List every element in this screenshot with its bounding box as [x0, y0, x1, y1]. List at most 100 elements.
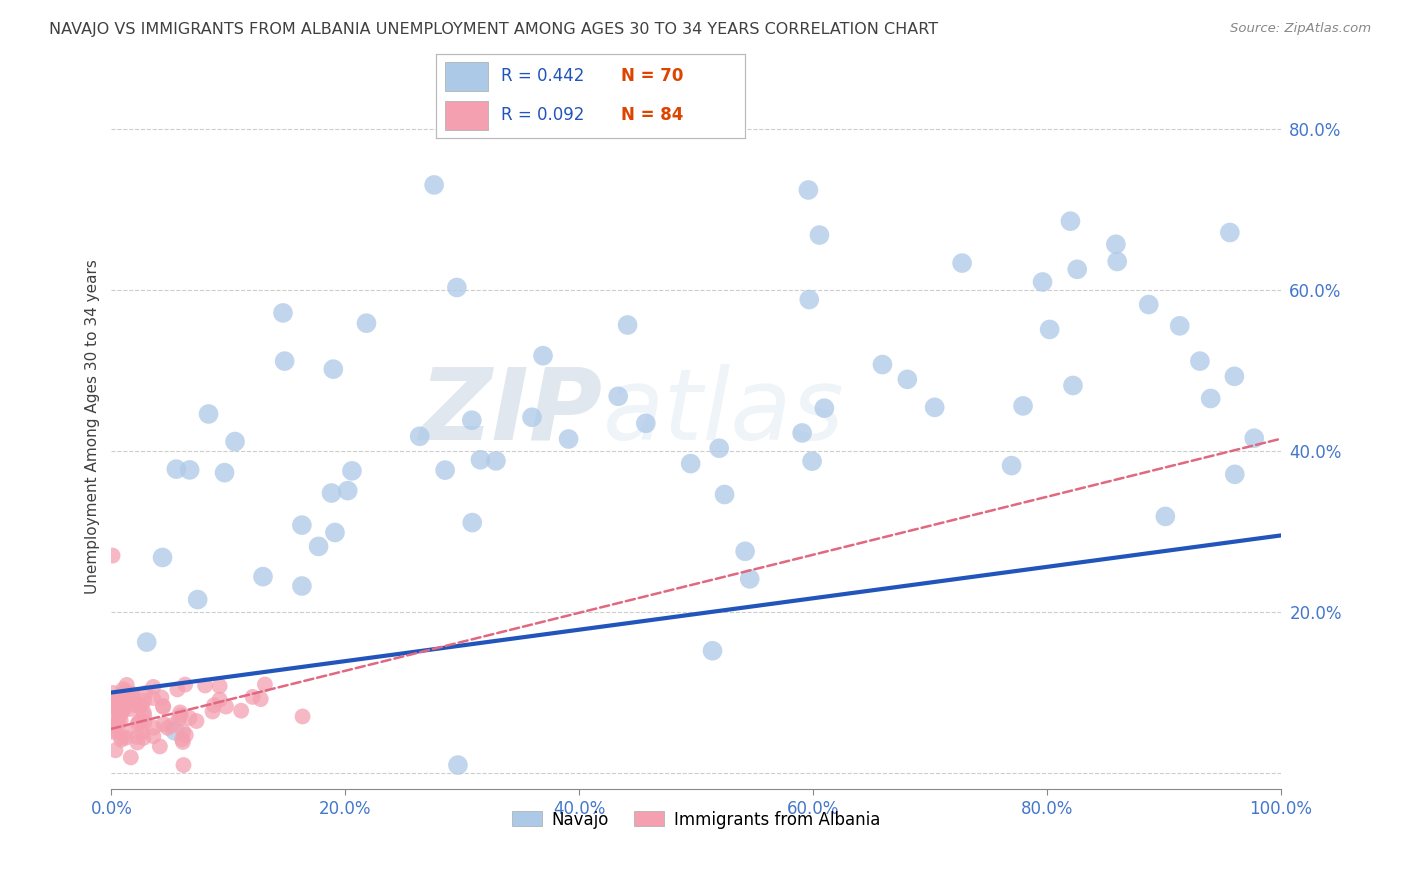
Point	[107, 716, 129, 731]
Point	[713, 487, 735, 501]
Point	[607, 389, 630, 403]
Point	[1219, 226, 1241, 240]
Point	[321, 486, 343, 500]
Point	[872, 358, 894, 372]
Point	[114, 685, 136, 699]
Point	[107, 696, 129, 710]
Point	[470, 452, 492, 467]
Point	[242, 690, 264, 704]
Point	[135, 686, 157, 700]
Point	[129, 714, 152, 728]
Point	[131, 698, 153, 712]
Point	[122, 693, 145, 707]
Point	[132, 693, 155, 707]
Point	[447, 758, 470, 772]
Point	[187, 592, 209, 607]
Point	[149, 739, 172, 754]
Point	[813, 401, 835, 416]
Point	[172, 758, 194, 772]
Point	[127, 716, 149, 731]
Point	[461, 413, 484, 427]
Point	[170, 708, 193, 723]
Point	[734, 544, 756, 558]
Point	[114, 698, 136, 712]
Point	[150, 690, 173, 705]
Point	[201, 705, 224, 719]
Text: R = 0.442: R = 0.442	[501, 68, 583, 86]
Point	[101, 724, 124, 739]
Point	[252, 569, 274, 583]
Point	[799, 293, 821, 307]
Y-axis label: Unemployment Among Ages 30 to 34 years: Unemployment Among Ages 30 to 34 years	[86, 260, 100, 594]
Point	[174, 728, 197, 742]
Point	[531, 349, 554, 363]
Point	[896, 372, 918, 386]
Point	[110, 714, 132, 728]
Point	[115, 678, 138, 692]
Point	[709, 442, 731, 456]
Point	[249, 692, 271, 706]
Point	[423, 178, 446, 192]
Point	[127, 730, 149, 744]
Point	[634, 417, 657, 431]
Point	[1105, 237, 1128, 252]
FancyBboxPatch shape	[446, 62, 488, 91]
Point	[100, 723, 122, 738]
Point	[165, 462, 187, 476]
Point	[128, 715, 150, 730]
Point	[120, 702, 142, 716]
Point	[120, 750, 142, 764]
Point	[172, 732, 194, 747]
Point	[197, 407, 219, 421]
Point	[142, 691, 165, 706]
Point	[160, 718, 183, 732]
Point	[461, 516, 484, 530]
Point	[808, 228, 831, 243]
Point	[1107, 254, 1129, 268]
Point	[152, 717, 174, 731]
Point	[100, 694, 122, 708]
Point	[215, 699, 238, 714]
Point	[1062, 378, 1084, 392]
Point	[134, 715, 156, 730]
Point	[132, 706, 155, 720]
Point	[104, 696, 127, 710]
Point	[409, 429, 432, 443]
Point	[1059, 214, 1081, 228]
Point	[112, 682, 135, 697]
Point	[132, 731, 155, 745]
Point	[110, 706, 132, 721]
Point	[231, 704, 253, 718]
Point	[127, 735, 149, 749]
Point	[557, 432, 579, 446]
Text: R = 0.092: R = 0.092	[501, 106, 583, 124]
FancyBboxPatch shape	[446, 101, 488, 130]
Point	[172, 735, 194, 749]
Point	[1243, 431, 1265, 445]
Point	[273, 354, 295, 368]
Point	[1188, 354, 1211, 368]
Point	[1000, 458, 1022, 473]
Point	[167, 711, 190, 725]
Point	[104, 743, 127, 757]
Point	[172, 724, 194, 739]
Point	[208, 679, 231, 693]
Text: N = 84: N = 84	[621, 106, 683, 124]
Point	[485, 454, 508, 468]
Point	[291, 709, 314, 723]
Point	[323, 525, 346, 540]
Point	[101, 700, 124, 714]
Point	[924, 401, 946, 415]
Point	[679, 457, 702, 471]
Point	[291, 518, 314, 533]
Point	[152, 699, 174, 714]
Point	[356, 316, 378, 330]
Point	[166, 682, 188, 697]
Point	[202, 698, 225, 713]
Point	[179, 463, 201, 477]
Point	[194, 678, 217, 692]
Point	[110, 732, 132, 747]
Point	[152, 699, 174, 714]
Point	[108, 706, 131, 720]
Point	[103, 696, 125, 710]
